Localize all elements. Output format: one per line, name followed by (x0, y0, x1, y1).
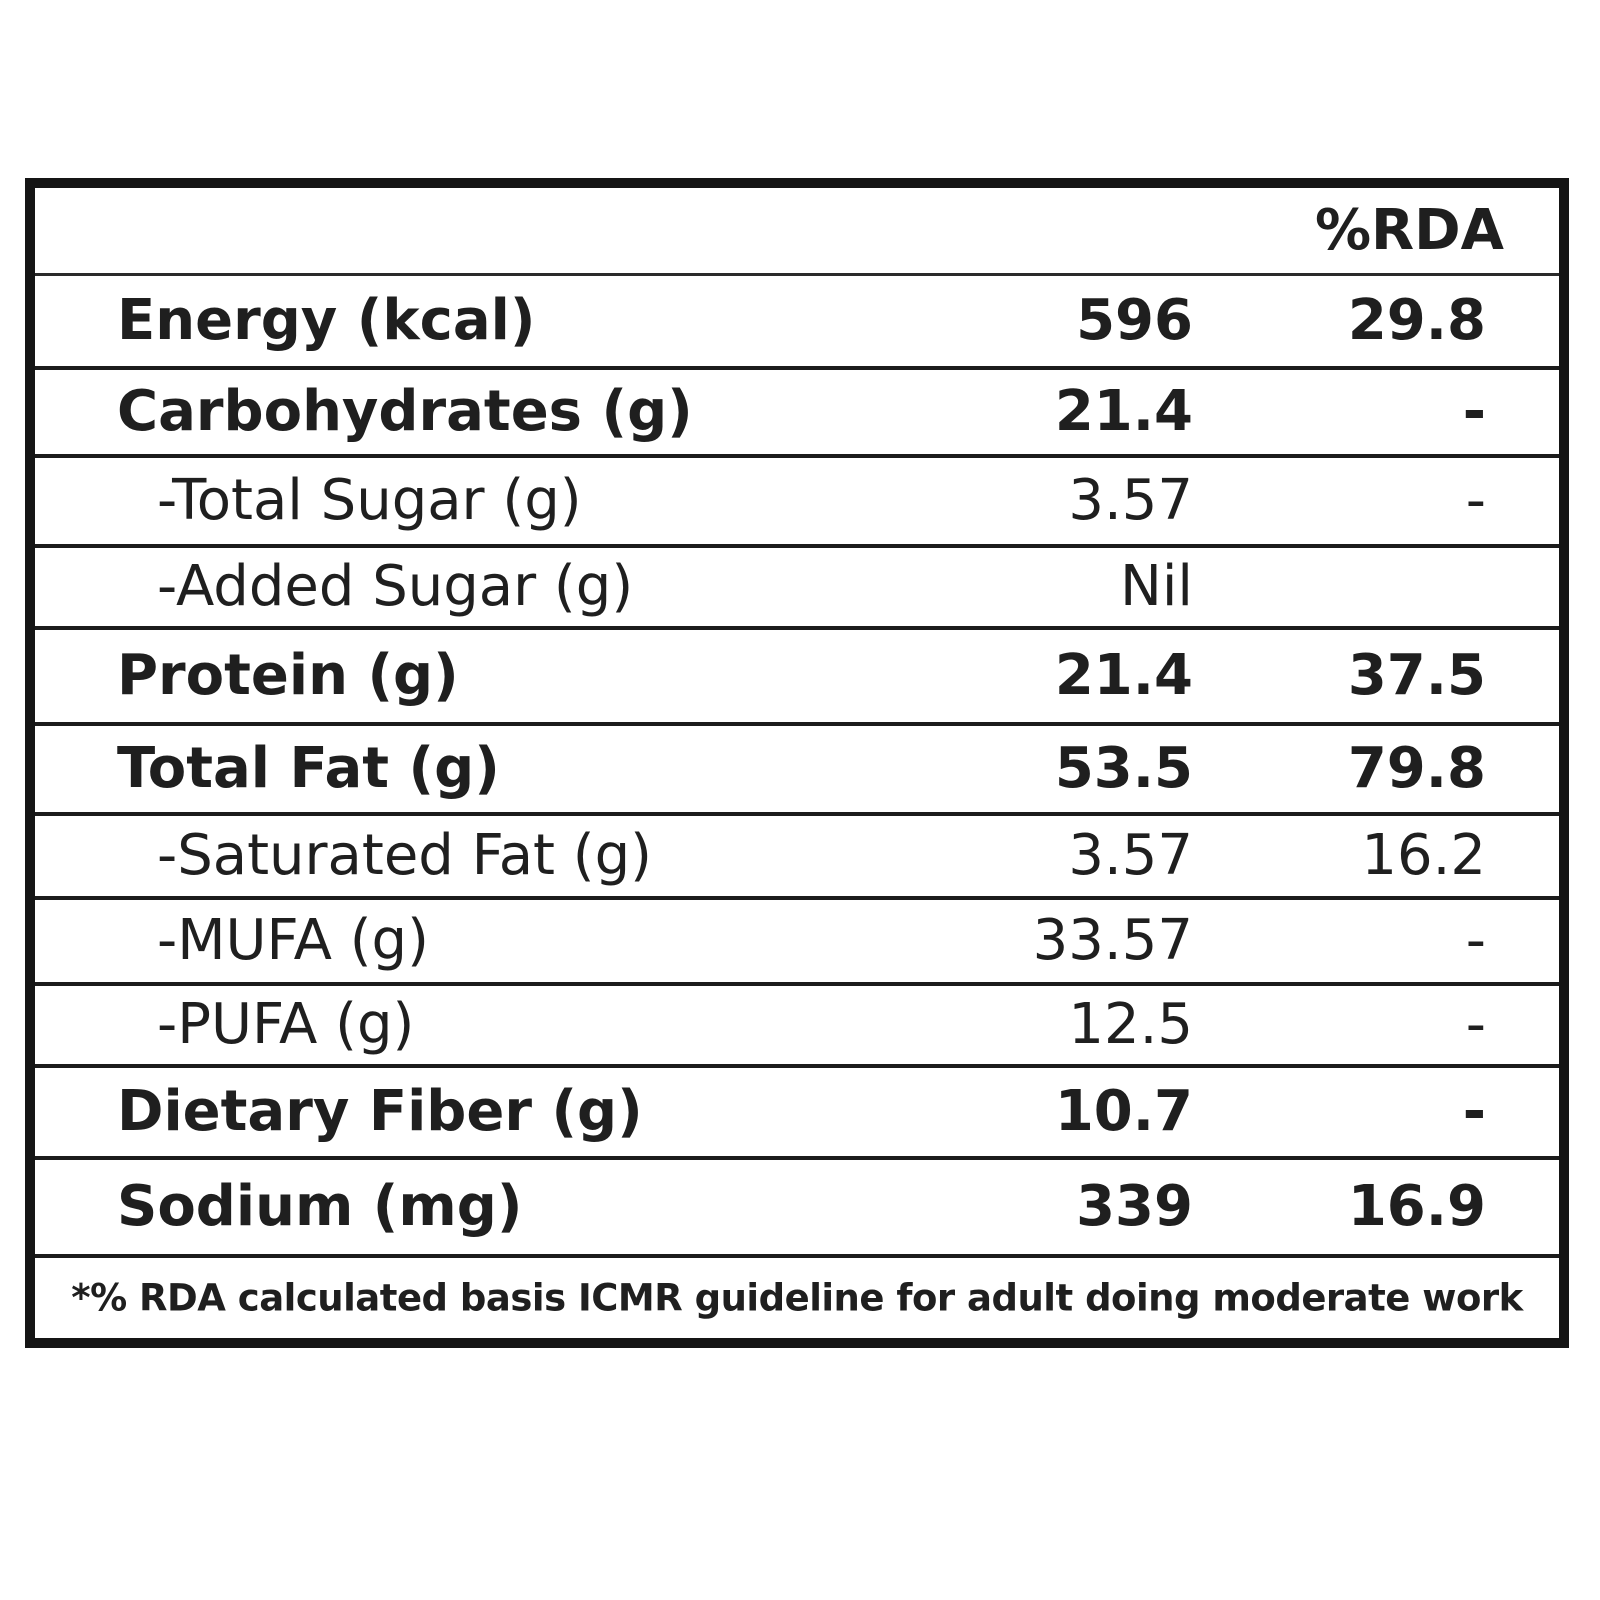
nutrient-value: 596 (1076, 288, 1193, 353)
nutrient-name: -Total Sugar (g) (157, 468, 582, 533)
nutrient-value: 21.4 (1054, 379, 1193, 444)
table-row-dietary-fiber: Dietary Fiber (g) 10.7 - (35, 1068, 1559, 1160)
nutrient-value: 10.7 (1054, 1079, 1193, 1144)
nutrient-rda: 37.5 (1347, 643, 1486, 708)
nutrient-name: -Added Sugar (g) (157, 554, 634, 619)
footnote-row: *% RDA calculated basis ICMR guideline f… (35, 1258, 1559, 1338)
footnote: *% RDA calculated basis ICMR guideline f… (71, 1276, 1523, 1320)
nutrient-name: Carbohydrates (g) (117, 379, 693, 444)
nutrient-rda: - (1462, 379, 1486, 444)
nutrient-name: -MUFA (g) (157, 908, 429, 973)
nutrient-value: 12.5 (1068, 992, 1193, 1057)
nutrient-name: Total Fat (g) (117, 736, 500, 801)
nutrient-value: 21.4 (1054, 643, 1193, 708)
nutrient-value: 339 (1076, 1174, 1193, 1239)
nutrient-name: Protein (g) (117, 643, 459, 708)
nutrient-rda: 29.8 (1347, 288, 1486, 353)
nutrient-name: Sodium (mg) (117, 1174, 523, 1239)
table-row-sodium: Sodium (mg) 339 16.9 (35, 1160, 1559, 1258)
nutrient-name: -PUFA (g) (157, 992, 415, 1057)
nutrient-name: Energy (kcal) (117, 288, 536, 353)
nutrient-rda: 79.8 (1347, 736, 1486, 801)
table-row-carbohydrates: Carbohydrates (g) 21.4 - (35, 370, 1559, 458)
table-row-total-sugar: -Total Sugar (g) 3.57 - (35, 458, 1559, 548)
table-row-protein: Protein (g) 21.4 37.5 (35, 630, 1559, 726)
nutrient-value: Nil (1119, 554, 1193, 619)
table-row-mufa: -MUFA (g) 33.57 - (35, 900, 1559, 986)
table-row-saturated-fat: -Saturated Fat (g) 3.57 16.2 (35, 816, 1559, 900)
rda-column-header: %RDA (1314, 197, 1504, 263)
nutrient-name: Dietary Fiber (g) (117, 1079, 643, 1144)
nutrition-table: %RDA Energy (kcal) 596 29.8 Carbohydrate… (25, 178, 1569, 1348)
table-row-added-sugar: -Added Sugar (g) Nil (35, 548, 1559, 630)
nutrient-name: -Saturated Fat (g) (157, 823, 653, 888)
nutrient-rda: - (1465, 468, 1486, 533)
nutrient-rda: - (1465, 908, 1486, 973)
table-row-pufa: -PUFA (g) 12.5 - (35, 986, 1559, 1068)
nutrient-rda: - (1462, 1079, 1486, 1144)
nutrient-value: 53.5 (1054, 736, 1193, 801)
table-row-energy: Energy (kcal) 596 29.8 (35, 276, 1559, 370)
nutrient-rda: 16.2 (1361, 823, 1486, 888)
table-row-total-fat: Total Fat (g) 53.5 79.8 (35, 726, 1559, 816)
nutrient-value: 3.57 (1068, 468, 1193, 533)
nutrient-value: 3.57 (1068, 823, 1193, 888)
header-row: %RDA (35, 188, 1559, 276)
nutrient-rda: 16.9 (1347, 1174, 1486, 1239)
nutrient-rda: - (1465, 992, 1486, 1057)
nutrient-value: 33.57 (1032, 908, 1193, 973)
